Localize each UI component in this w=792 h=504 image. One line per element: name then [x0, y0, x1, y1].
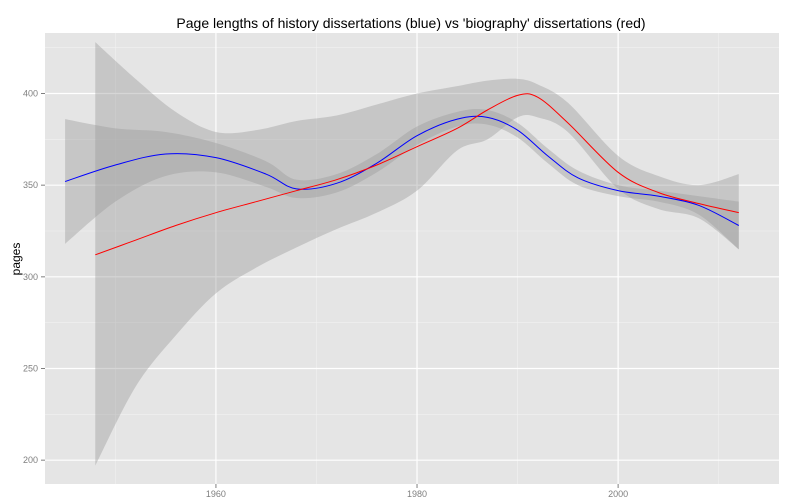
- series-lines: [64, 93, 740, 256]
- biography-confidence-band: [95, 42, 739, 466]
- y-axis-ticks: 200 250 300 350 400: [23, 89, 45, 465]
- history-line: [64, 115, 740, 226]
- biography-line: [95, 93, 739, 256]
- x-tick-label: 2000: [608, 489, 628, 499]
- major-gridlines: [45, 33, 779, 484]
- x-tick-label: 1960: [206, 489, 226, 499]
- minor-gridlines: [45, 33, 779, 484]
- plot-panel: [45, 33, 779, 484]
- confidence-bands: [65, 42, 739, 466]
- y-tick-label: 400: [23, 89, 38, 99]
- x-tick-label: 1980: [407, 489, 427, 499]
- chart-title: Page lengths of history dissertations (b…: [176, 15, 645, 31]
- y-tick-label: 350: [23, 180, 38, 190]
- history-confidence-band: [65, 109, 739, 250]
- y-axis-label: pages: [9, 243, 23, 276]
- y-tick-label: 200: [23, 455, 38, 465]
- x-axis-ticks: 1960 1980 2000: [206, 484, 628, 499]
- y-tick-label: 250: [23, 364, 38, 374]
- y-tick-label: 300: [23, 272, 38, 282]
